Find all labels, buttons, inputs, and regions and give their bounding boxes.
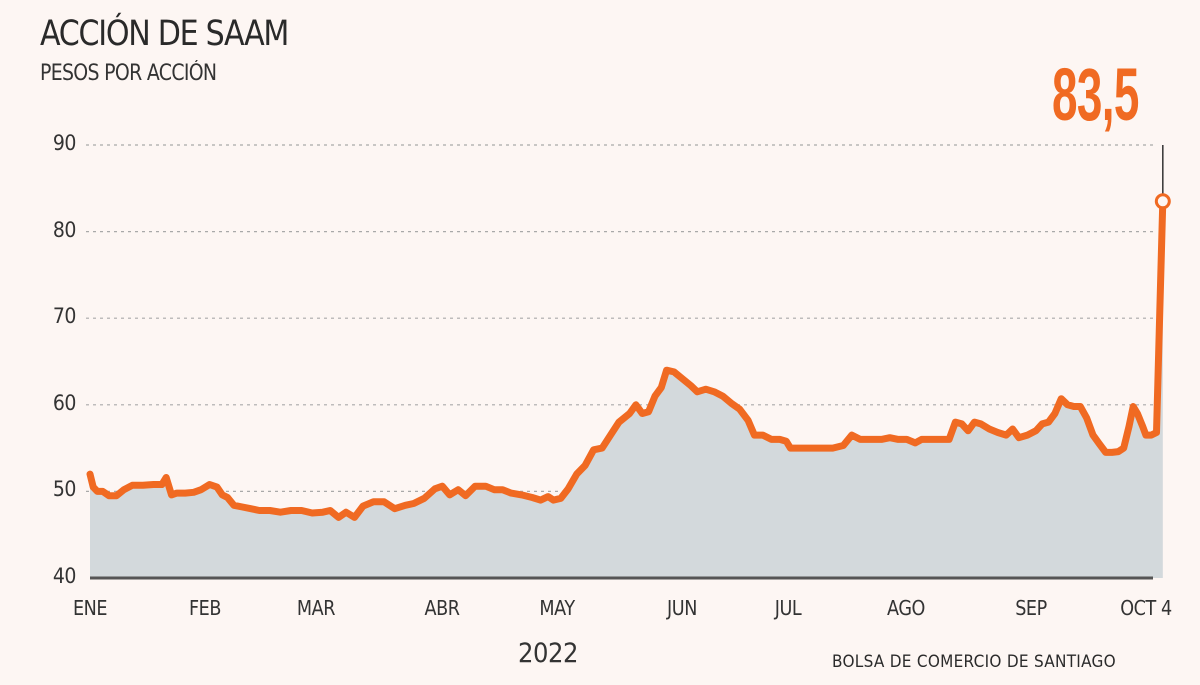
x-axis-year: 2022	[518, 638, 579, 669]
x-tick-label: SEP	[1014, 596, 1047, 620]
data-source: BOLSA DE COMERCIO DE SANTIAGO	[832, 652, 1117, 672]
y-tick-label: 90	[52, 131, 77, 155]
x-tick-label: FEB	[189, 596, 222, 620]
x-tick-label: ENE	[72, 596, 108, 620]
y-tick-label: 60	[52, 390, 77, 415]
x-tick-label: AGO	[886, 596, 925, 620]
x-tick-label: MAR	[297, 596, 336, 620]
x-tick-label: JUN	[667, 596, 698, 620]
y-tick-label: 40	[52, 564, 77, 588]
x-tick-label: ABR	[424, 596, 460, 620]
y-tick-label: 80	[52, 217, 77, 242]
price-line	[86, 197, 1167, 521]
y-tick-label: 70	[52, 304, 77, 329]
chart-title: ACCIÓN DE SAAM	[40, 14, 289, 54]
latest-value-callout: 83,5	[1052, 53, 1139, 136]
y-tick-label: 50	[52, 477, 77, 502]
chart-subtitle: PESOS POR ACCIÓN	[40, 61, 217, 86]
price-area-fill	[90, 201, 1163, 579]
x-tick-label: JUL	[774, 596, 802, 620]
latest-value-marker	[1154, 193, 1171, 210]
x-tick-label: OCT 4	[1120, 596, 1172, 620]
x-tick-label: MAY	[538, 596, 575, 620]
